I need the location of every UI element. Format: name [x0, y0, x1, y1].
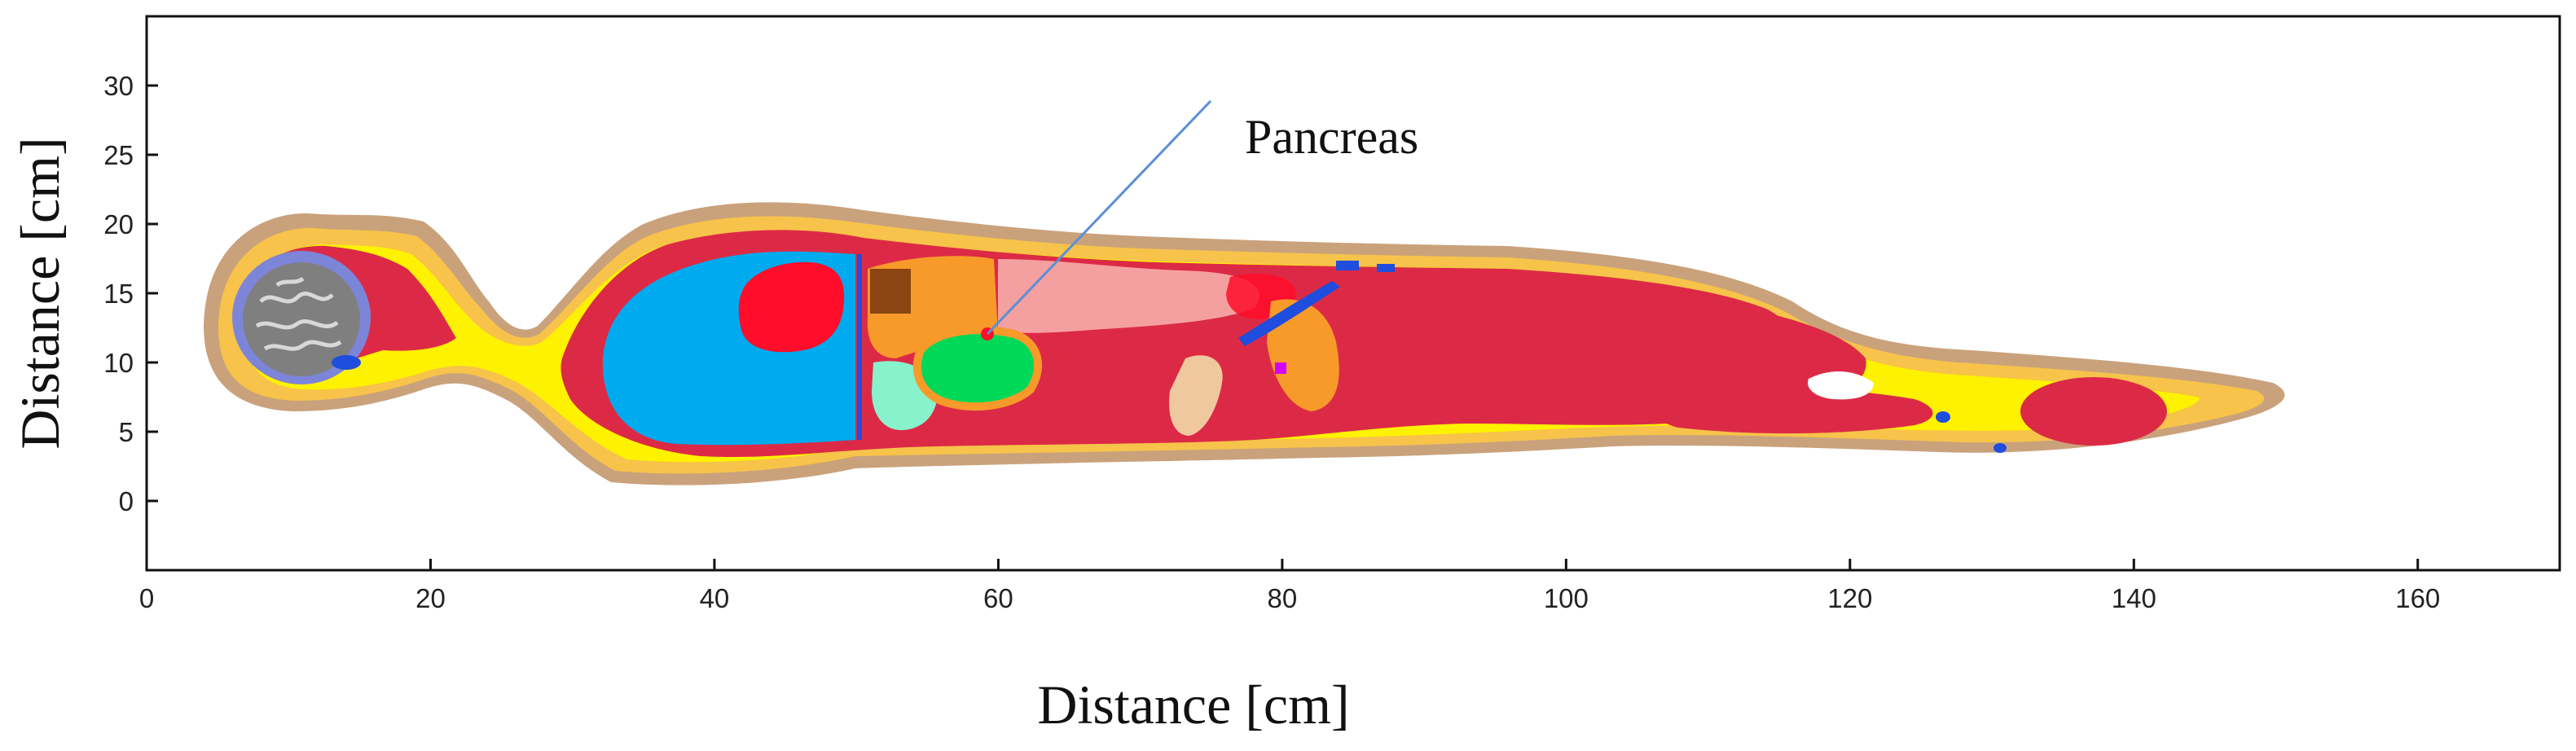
kidney — [917, 330, 1039, 407]
x-tick-label: 20 — [415, 583, 446, 613]
x-tick-label: 0 — [139, 583, 154, 613]
kidney-outline — [912, 326, 1042, 411]
spine-bone — [1169, 355, 1223, 436]
y-tick-label: 20 — [103, 209, 134, 239]
x-tick-label: 80 — [1268, 583, 1298, 613]
pancreas-pointer-line — [986, 99, 1212, 336]
diaphragm-line — [857, 254, 862, 440]
abdominal-vessel-1 — [1336, 261, 1359, 270]
knee-bone — [1808, 371, 1874, 400]
x-tick-label: 140 — [2112, 583, 2156, 613]
x-tick-label: 120 — [1827, 583, 1872, 613]
y-tick-label: 0 — [119, 486, 134, 516]
y-tick-label: 30 — [103, 71, 134, 101]
phantom-body — [204, 202, 2285, 485]
thigh-muscle — [1488, 287, 1866, 409]
y-tick-label: 25 — [103, 140, 134, 170]
y-tick-label: 15 — [103, 279, 134, 309]
x-tick-label: 100 — [1544, 583, 1589, 613]
small-bone — [1275, 362, 1286, 374]
heart — [738, 261, 845, 353]
stomach — [998, 259, 1259, 333]
x-axis-title: Distance [cm] — [1037, 674, 1349, 736]
pancreas-annotation: Pancreas — [1245, 110, 1418, 164]
gallbladder — [870, 269, 911, 314]
ankle-vessel-2 — [1994, 443, 2007, 453]
brain-texture — [255, 276, 342, 351]
x-tick-label: 60 — [983, 583, 1013, 613]
pelvic-fat — [1267, 299, 1339, 411]
x-tick-label: 160 — [2395, 583, 2440, 613]
y-axis: 0 5 10 15 20 25 30 — [103, 71, 158, 516]
x-axis: 0 20 40 60 80 100 120 140 160 — [139, 559, 2440, 613]
calf-muscle — [2020, 377, 2167, 446]
abdominal-vessel-2 — [1377, 264, 1395, 272]
lower-leg-muscle — [1656, 388, 1933, 434]
head-vessel — [332, 355, 361, 370]
y-tick-label: 5 — [119, 417, 134, 447]
pelvic-vessel — [1238, 281, 1340, 346]
y-tick-label: 10 — [103, 348, 134, 378]
x-tick-label: 40 — [700, 583, 730, 613]
ankle-vessel-1 — [1936, 411, 1950, 423]
y-axis-title: Distance [cm] — [9, 137, 71, 449]
